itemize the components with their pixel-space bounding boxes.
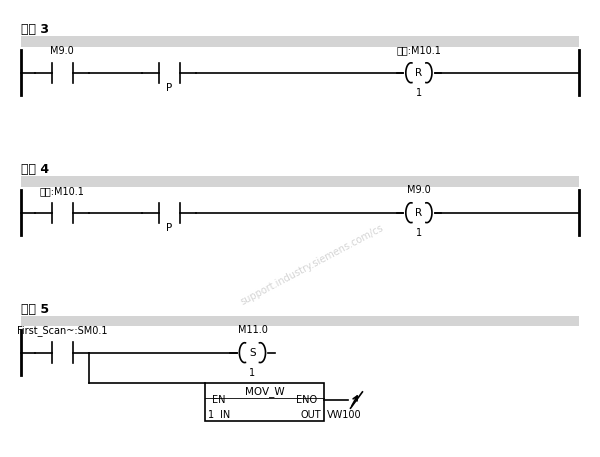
Text: P: P [166,223,172,233]
Bar [205,383,324,421]
Text: support.industry.siemens.com/cs: support.industry.siemens.com/cs [239,223,385,307]
Text: VW100: VW100 [327,409,361,420]
Text: 1: 1 [208,409,214,420]
Text: IN: IN [220,409,230,420]
Text: 1: 1 [416,228,422,238]
Text: EN: EN [212,395,226,405]
Text: P: P [166,83,172,93]
Bar [20,316,580,326]
Text: M11.0: M11.0 [238,324,268,335]
Bar [20,36,580,47]
Text: 网络 4: 网络 4 [20,163,49,176]
Text: 1: 1 [416,88,422,98]
Text: 停止:M10.1: 停止:M10.1 [397,45,442,55]
Bar [20,175,580,186]
Text: M9.0: M9.0 [407,185,431,195]
Text: 1: 1 [250,368,256,378]
Text: ENO: ENO [296,395,317,405]
Text: 网络 5: 网络 5 [20,303,49,316]
Text: S: S [249,348,256,358]
Text: MOV_W: MOV_W [245,386,284,397]
Text: 停止:M10.1: 停止:M10.1 [40,186,85,196]
Text: R: R [415,68,422,78]
Text: First_Scan~:SM0.1: First_Scan~:SM0.1 [17,325,107,336]
Text: 网络 3: 网络 3 [20,23,49,36]
Text: OUT: OUT [300,409,321,420]
Text: R: R [415,207,422,218]
Text: M9.0: M9.0 [50,46,74,56]
